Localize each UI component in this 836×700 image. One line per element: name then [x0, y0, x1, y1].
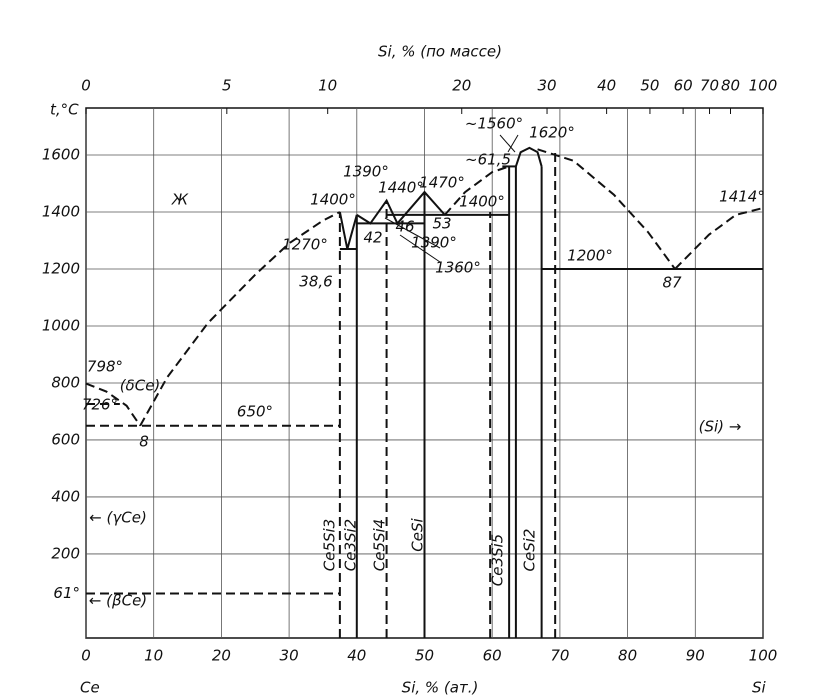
phase-boundary	[537, 148, 676, 270]
x-tick-label: 0	[81, 647, 91, 665]
top-tick-label: 100	[749, 77, 778, 95]
leader	[399, 234, 441, 263]
x-axis-title: Si, % (ат.)	[402, 679, 479, 697]
x-tick-label: 70	[550, 647, 569, 665]
top-tick-label: 80	[721, 77, 740, 95]
x-tick-label: 30	[280, 647, 299, 665]
compound-label: Ce3Si5	[489, 534, 507, 586]
phase-boundary	[514, 146, 543, 167]
annotation: 1400°	[459, 193, 505, 211]
phase-boundary	[338, 211, 358, 250]
x-tick-label: 40	[347, 647, 366, 665]
x-tick-label: 100	[749, 647, 778, 665]
annotation: (Si) →	[699, 418, 742, 436]
y-tick-label: 400	[51, 487, 80, 505]
annotation: 87	[662, 274, 682, 292]
annotation: Ж	[171, 191, 189, 209]
top-tick-label: 20	[452, 77, 471, 95]
top-tick-label: 0	[81, 77, 91, 95]
y-tick-label: 1400	[42, 203, 80, 221]
annotation: ~61,5	[465, 151, 511, 169]
annotation: 53	[432, 215, 451, 233]
x-tick-label: 60	[483, 647, 502, 665]
top-tick-label: 50	[640, 77, 659, 95]
phase-boundary	[85, 382, 141, 427]
compound-label: CeSi2	[521, 529, 539, 572]
y-tick-label: 1000	[42, 316, 80, 334]
phase-boundary	[444, 165, 510, 216]
y-tick-label: 600	[51, 430, 80, 448]
top-tick-label: 40	[597, 77, 616, 95]
annotation: 726°	[82, 396, 118, 414]
annotation: 1270°	[282, 236, 328, 254]
x-tick-label: 80	[618, 647, 637, 665]
annotation: 650°	[237, 403, 273, 421]
annotation: 798°	[87, 358, 123, 376]
compound-label: Ce5Si3	[321, 519, 339, 571]
y-axis-title: t,°C	[50, 101, 79, 119]
annotation: 8	[139, 433, 149, 451]
top-tick-label: 5	[222, 77, 232, 95]
annotation: (δCe)	[120, 377, 161, 395]
annotation: ~1560°	[465, 115, 523, 133]
annotation: 1390°	[343, 163, 389, 181]
x-end-label: Si	[752, 679, 767, 697]
annotation: 1360°	[435, 259, 481, 277]
annotation: 1400°	[310, 191, 356, 209]
annotation: 1200°	[567, 247, 613, 265]
annotation: ← (γCe)	[89, 509, 147, 527]
y-tick-label: 800	[51, 373, 80, 391]
x-tick-label: 90	[686, 647, 705, 665]
annotation: 1620°	[529, 124, 575, 142]
y-tick-label: 200	[51, 544, 80, 562]
x-tick-label: 50	[415, 647, 434, 665]
leader	[507, 134, 519, 153]
phase-boundary	[356, 190, 446, 226]
y-tick-label: 1600	[42, 146, 80, 164]
y-tick-label: 61°	[53, 584, 80, 602]
annotation: 1390°	[411, 234, 457, 252]
compound-label: Ce5Si4	[371, 519, 389, 571]
top-tick-label: 10	[318, 77, 337, 95]
annotation: 1414°	[719, 188, 765, 206]
top-tick-label: 60	[674, 77, 693, 95]
annotation: 46	[395, 218, 414, 236]
compound-label: CeSi	[409, 517, 427, 551]
x-tick-label: 20	[212, 647, 231, 665]
x-start-label: Ce	[80, 679, 100, 697]
annotation: 38,6	[299, 273, 332, 291]
annotation: 42	[363, 229, 382, 247]
compound-label: Ce3Si2	[342, 519, 360, 571]
x-tick-label: 10	[144, 647, 163, 665]
y-tick-label: 1200	[42, 259, 80, 277]
top-tick-label: 70	[700, 77, 719, 95]
annotation: 1470°	[419, 174, 465, 192]
annotation: 1440°	[378, 179, 424, 197]
top-tick-label: 30	[537, 77, 556, 95]
phase-boundary	[674, 207, 764, 270]
phase-boundary	[139, 211, 341, 427]
top-axis-title: Si, % (по массе)	[378, 43, 502, 61]
leader	[499, 134, 516, 153]
annotation: ← (βCe)	[89, 592, 147, 610]
